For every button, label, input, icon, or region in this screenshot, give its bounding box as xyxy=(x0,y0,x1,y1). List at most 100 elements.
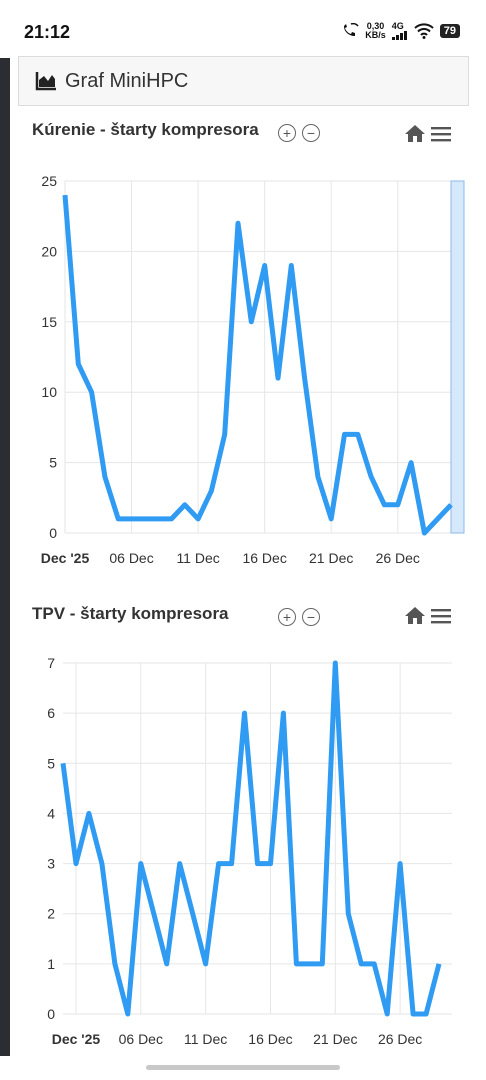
x-tick-label: 21 Dec xyxy=(313,1031,357,1047)
data-point xyxy=(437,961,442,966)
speed-value: 0,30 xyxy=(366,21,385,31)
status-icons: 0,30 KB/s 4G 79 xyxy=(341,22,460,40)
data-point xyxy=(346,911,351,916)
data-point xyxy=(116,516,121,521)
chart-title: Kúrenie - štarty kompresora xyxy=(32,120,259,139)
data-point xyxy=(395,502,400,507)
x-tick-label: 11 Dec xyxy=(184,1031,227,1047)
data-point xyxy=(102,474,107,479)
zoom-out-button[interactable]: − xyxy=(302,124,320,142)
data-point xyxy=(372,961,377,966)
chart-tools xyxy=(404,124,452,143)
battery-level: 79 xyxy=(439,24,460,38)
data-point xyxy=(320,961,325,966)
data-point xyxy=(385,1012,390,1017)
x-tick-label: 16 Dec xyxy=(242,550,286,566)
data-point xyxy=(411,1012,416,1017)
data-point xyxy=(435,516,440,521)
data-point xyxy=(169,516,174,521)
data-point xyxy=(329,516,334,521)
data-point xyxy=(355,432,360,437)
series-line xyxy=(62,194,453,536)
data-point xyxy=(424,1012,429,1017)
signal: 4G xyxy=(391,21,408,40)
data-point xyxy=(138,861,143,866)
data-point xyxy=(61,761,66,766)
status-bar: 21:12 0,30 KB/s 4G 79 xyxy=(0,0,486,60)
x-tick-label: 21 Dec xyxy=(309,550,353,566)
data-point xyxy=(315,474,320,479)
series-line xyxy=(60,660,442,1017)
data-point xyxy=(216,861,221,866)
chart-heating: Kúrenie - štarty kompresora + − 0 5 10 15 20… xyxy=(20,108,470,588)
x-tick-label: 26 Dec xyxy=(378,1031,422,1047)
data-point xyxy=(209,488,214,493)
chart-svg[interactable]: 0 1 2 3 4 5 6 7 Dec '25 06 Dec 11 Dec 16 Dec 21 Dec 2… xyxy=(20,592,470,1058)
data-point xyxy=(281,711,286,716)
status-time: 21:12 xyxy=(24,22,71,42)
y-tick-label: 5 xyxy=(49,455,57,471)
speed-unit: KB/s xyxy=(365,30,386,40)
chart-svg[interactable]: 0 5 10 15 20 25 Dec '25 06 Dec 11 Dec 16 Dec 21 De… xyxy=(20,108,470,588)
y-tick-label: 3 xyxy=(47,856,55,872)
data-point xyxy=(89,390,94,395)
data-point xyxy=(125,1012,130,1017)
data-point xyxy=(382,502,387,507)
x-tick-label: 11 Dec xyxy=(176,550,219,566)
data-point xyxy=(177,861,182,866)
menu-icon[interactable] xyxy=(430,607,452,625)
data-point xyxy=(156,516,161,521)
menu-icon[interactable] xyxy=(430,125,452,143)
signal-bars-icon xyxy=(391,31,407,40)
y-tick-label: 10 xyxy=(41,384,57,400)
data-point xyxy=(398,861,403,866)
x-tick-label: Dec '25 xyxy=(52,1031,101,1047)
data-point xyxy=(422,531,427,536)
y-tick-label: 25 xyxy=(41,173,57,189)
x-tick-label: 06 Dec xyxy=(109,550,153,566)
wifi-call-icon xyxy=(344,23,359,36)
y-tick-label: 2 xyxy=(47,906,55,922)
side-edge xyxy=(0,58,10,1058)
data-point xyxy=(302,376,307,381)
data-point xyxy=(86,811,91,816)
y-tick-label: 0 xyxy=(47,1006,55,1022)
x-tick-label: 06 Dec xyxy=(119,1031,163,1047)
x-tick-label: 16 Dec xyxy=(248,1031,292,1047)
data-point xyxy=(359,961,364,966)
data-point xyxy=(222,432,227,437)
data-point xyxy=(294,961,299,966)
data-point xyxy=(268,861,273,866)
data-point xyxy=(229,861,234,866)
data-point xyxy=(242,711,247,716)
data-point xyxy=(333,661,338,666)
data-point xyxy=(409,460,414,465)
zoom-in-button[interactable]: + xyxy=(278,124,296,142)
network-speed: 0,30 KB/s xyxy=(365,22,386,40)
network-type: 4G xyxy=(391,21,404,31)
data-point xyxy=(142,516,147,521)
wifi-icon xyxy=(414,23,434,39)
chart-title: TPV - štarty kompresora xyxy=(32,604,229,623)
data-point xyxy=(203,961,208,966)
y-tick-label: 6 xyxy=(47,705,55,721)
data-point xyxy=(342,432,347,437)
x-tick-label: Dec '25 xyxy=(41,550,90,566)
zoom-out-button[interactable]: − xyxy=(302,608,320,626)
data-point xyxy=(63,193,68,198)
data-point xyxy=(182,502,187,507)
data-point xyxy=(196,516,201,521)
chart-tools xyxy=(404,606,452,625)
gesture-handle[interactable] xyxy=(146,1065,340,1070)
navigation-bar xyxy=(0,1056,486,1080)
data-point xyxy=(236,221,241,226)
y-tick-label: 15 xyxy=(41,314,57,330)
data-point xyxy=(112,961,117,966)
x-tick-label: 26 Dec xyxy=(376,550,420,566)
y-tick-label: 20 xyxy=(41,243,57,259)
home-icon[interactable] xyxy=(404,606,426,625)
home-icon[interactable] xyxy=(404,124,426,143)
zoom-in-button[interactable]: + xyxy=(278,608,296,626)
data-point xyxy=(289,263,294,268)
page-title: Graf MiniHPC xyxy=(65,69,189,92)
